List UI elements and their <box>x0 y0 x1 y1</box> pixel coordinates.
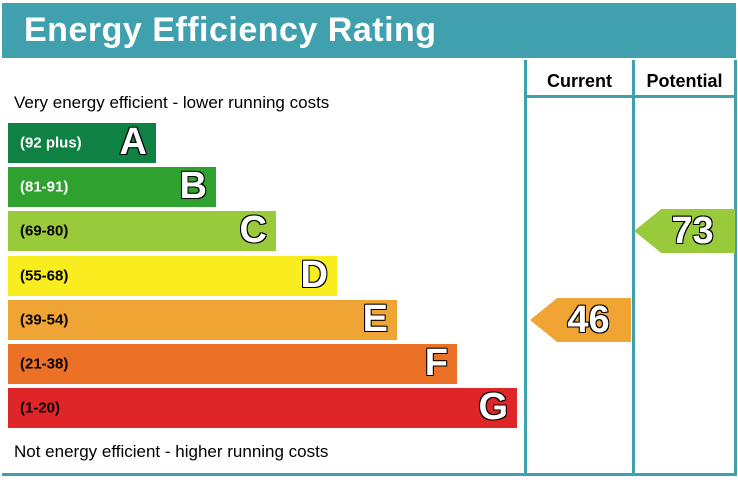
potential-rating-arrow-icon: 73 <box>634 209 735 253</box>
band-letter: B <box>179 164 208 207</box>
band-range-label: (81-91) <box>20 178 69 196</box>
chart-bottom-border <box>2 473 737 476</box>
band-range-label: (1-20) <box>20 399 61 417</box>
band-E: (39-54) E <box>8 297 397 340</box>
band-range-label: (92 plus) <box>20 134 82 152</box>
band-letter: F <box>424 341 449 384</box>
potential-rating-value: 73 <box>670 210 714 252</box>
band-F: (21-38) F <box>8 341 457 384</box>
band-range-label: (55-68) <box>20 267 69 285</box>
band-A: (92 plus) A <box>8 120 156 163</box>
band-range-label: (69-80) <box>20 222 69 240</box>
band-letter: C <box>239 208 268 251</box>
current-column-header: Current <box>546 70 612 91</box>
band-range-label: (39-54) <box>20 311 69 329</box>
chart-title: Energy Efficiency Rating <box>24 11 437 49</box>
title-bar: Energy Efficiency Rating <box>2 3 736 58</box>
band-range-label: (21-38) <box>20 355 69 373</box>
current-rating-arrow-icon: 46 <box>530 298 631 342</box>
band-C: (69-80) C <box>8 208 276 251</box>
potential-column-left-border <box>632 60 635 476</box>
current-column-left-border <box>524 60 527 476</box>
band-B: (81-91) B <box>8 164 216 207</box>
band-D: (55-68) D <box>8 253 337 296</box>
header-underline <box>524 95 737 98</box>
table-right-border <box>734 60 737 476</box>
potential-column-header: Potential <box>646 70 723 91</box>
bottom-caption: Not energy efficient - higher running co… <box>14 442 329 461</box>
band-letter: G <box>478 385 509 428</box>
current-rating-value: 46 <box>566 299 610 341</box>
band-G: (1-20) G <box>8 385 517 428</box>
top-caption: Very energy efficient - lower running co… <box>14 93 330 112</box>
band-letter: D <box>300 253 329 296</box>
band-letter: E <box>362 297 389 340</box>
band-letter: A <box>119 120 148 163</box>
